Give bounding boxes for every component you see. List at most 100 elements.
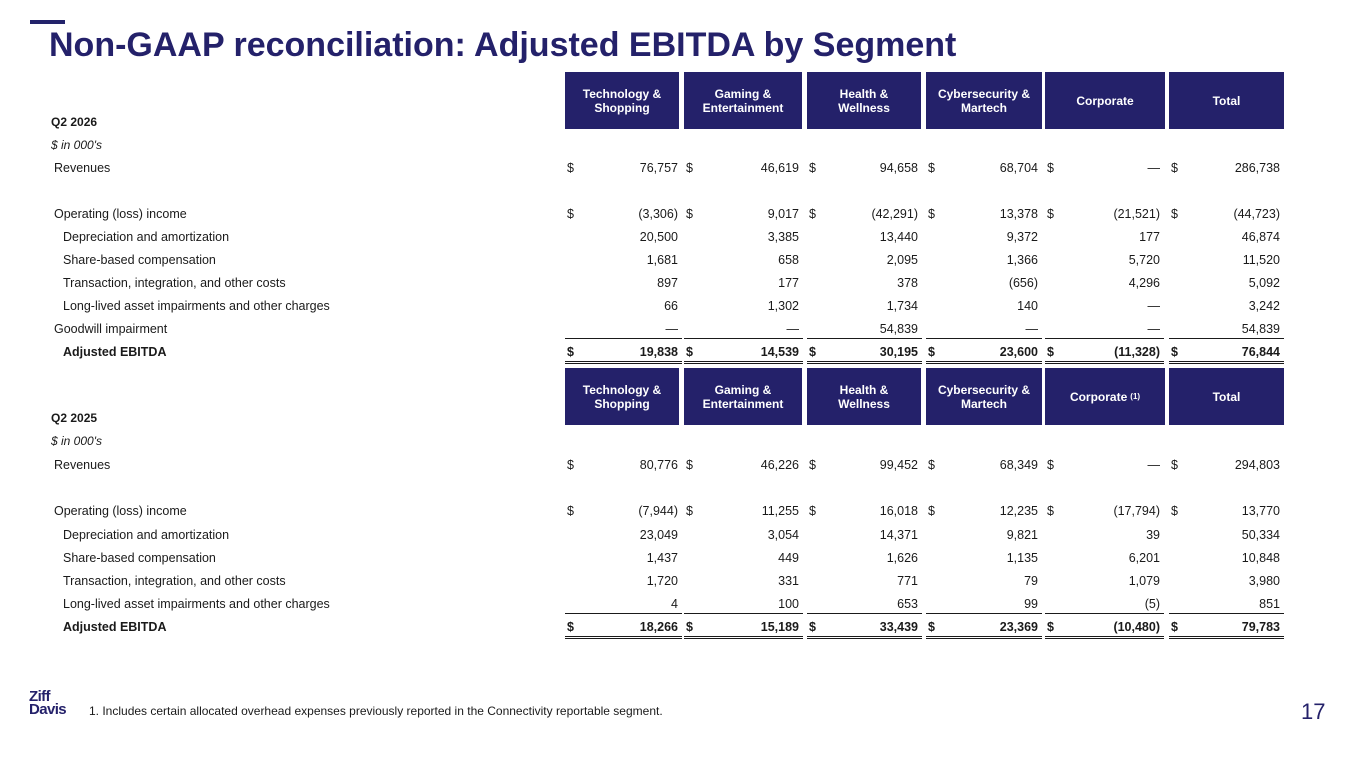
cell-value: 46,619 — [760, 161, 799, 175]
cell-value: 897 — [657, 276, 678, 290]
value-cell: $19,838 — [565, 342, 682, 364]
value-cell: $ (44,723) — [1169, 204, 1284, 224]
cell-value: 68,704 — [999, 161, 1038, 175]
currency-symbol: $ — [928, 458, 935, 472]
row-label: Revenues — [54, 161, 111, 175]
cell-value: 2,095 — [886, 253, 918, 267]
value-cell: $ — — [1045, 455, 1164, 475]
value-cell: 13,440 — [807, 227, 922, 247]
row-label: Transaction, integration, and other cost… — [63, 574, 286, 588]
value-cell: 46,874 — [1169, 227, 1284, 247]
currency-symbol: $ — [928, 504, 935, 518]
value-cell: $14,539 — [684, 342, 803, 364]
value-cell: — — [926, 319, 1042, 339]
value-cell: 3,054 — [684, 525, 803, 545]
cell-value: 33,439 — [879, 620, 918, 634]
value-cell: 771 — [807, 571, 922, 591]
value-cell: 1,626 — [807, 548, 922, 568]
row-label: Goodwill impairment — [54, 322, 168, 336]
cell-value: 9,821 — [1006, 528, 1038, 542]
cell-value: 30,195 — [879, 345, 918, 359]
column-header-label: Corporate — [1076, 93, 1134, 108]
cell-value: 5,092 — [1248, 276, 1280, 290]
table-row: Operating (loss) income $ (3,306) $9,017 $ (4… — [0, 207, 1365, 225]
cell-value: 11,255 — [761, 504, 799, 518]
cell-value: 19,838 — [639, 345, 678, 359]
cell-value: 5,720 — [1128, 253, 1160, 267]
currency-symbol: $ — [928, 207, 935, 221]
value-cell: 6,201 — [1045, 548, 1164, 568]
currency-symbol: $ — [928, 620, 935, 634]
cell-value: 286,738 — [1234, 161, 1280, 175]
cell-value: 449 — [778, 551, 799, 565]
cell-value: 76,757 — [639, 161, 678, 175]
column-header-label: Cybersecurity & Martech — [937, 86, 1031, 115]
currency-symbol: $ — [567, 161, 574, 175]
ziff-davis-logo: Ziff Davis — [29, 689, 67, 717]
currency-symbol: $ — [567, 345, 574, 359]
column-header: Health & Wellness — [807, 72, 921, 129]
cell-value: 9,372 — [1006, 230, 1038, 244]
value-cell: $46,619 — [684, 158, 803, 178]
cell-value: 54,839 — [879, 322, 918, 336]
table-row: Transaction, integration, and other cost… — [0, 574, 1365, 592]
value-cell: $30,195 — [807, 342, 922, 364]
cell-value: 653 — [897, 597, 918, 611]
column-header-label: Corporate — [1069, 389, 1128, 404]
value-cell: 20,500 — [565, 227, 682, 247]
currency-symbol: $ — [686, 161, 693, 175]
title-accent-bar — [30, 20, 65, 24]
column-header: Cybersecurity & Martech — [926, 72, 1042, 129]
value-cell: 1,734 — [807, 296, 922, 316]
value-cell: $ (10,480) — [1045, 617, 1164, 639]
currency-symbol: $ — [1047, 345, 1054, 359]
cell-value: 1,626 — [886, 551, 918, 565]
cell-value: 658 — [778, 253, 799, 267]
cell-value: 79 — [1024, 574, 1038, 588]
value-cell: 3,980 — [1169, 571, 1284, 591]
value-cell: (5) — [1045, 594, 1164, 614]
cell-value: 10,848 — [1241, 551, 1280, 565]
cell-value: 39 — [1146, 528, 1160, 542]
value-cell: 39 — [1045, 525, 1164, 545]
cell-value: 1,366 — [1006, 253, 1038, 267]
value-cell: 653 — [807, 594, 922, 614]
cell-value: 13,770 — [1241, 504, 1280, 518]
cell-value: 177 — [778, 276, 799, 290]
value-cell: — — [1045, 296, 1164, 316]
cell-value: 140 — [1017, 299, 1038, 313]
value-cell: — — [1045, 319, 1164, 339]
row-label: Long-lived asset impairments and other c… — [63, 299, 330, 313]
cell-value: 331 — [778, 574, 799, 588]
value-cell: 1,681 — [565, 250, 682, 270]
cell-value: 66 — [664, 299, 678, 313]
table-row: Transaction, integration, and other cost… — [0, 276, 1365, 294]
column-header-label: Health & Wellness — [838, 382, 890, 411]
cell-value: 15,189 — [760, 620, 799, 634]
cell-value: (17,794) — [1113, 504, 1160, 518]
units-label: $ in 000's — [51, 434, 102, 448]
cell-value: (5) — [1144, 597, 1160, 611]
cell-value: 3,385 — [767, 230, 799, 244]
cell-value: 4 — [671, 597, 678, 611]
value-cell: $294,803 — [1169, 455, 1284, 475]
cell-value: 1,437 — [646, 551, 678, 565]
value-cell: 10,848 — [1169, 548, 1284, 568]
cell-value: 18,266 — [639, 620, 678, 634]
cell-value: 13,378 — [999, 207, 1038, 221]
currency-symbol: $ — [1171, 458, 1178, 472]
cell-value: 20,500 — [639, 230, 678, 244]
value-cell: 1,302 — [684, 296, 803, 316]
value-cell: $80,776 — [565, 455, 682, 475]
cell-value: 378 — [897, 276, 918, 290]
row-label: Transaction, integration, and other cost… — [63, 276, 286, 290]
value-cell: 140 — [926, 296, 1042, 316]
column-header: Technology & Shopping — [565, 368, 679, 425]
value-cell: 99 — [926, 594, 1042, 614]
cell-value: 79,783 — [1241, 620, 1280, 634]
row-label: Depreciation and amortization — [63, 528, 230, 542]
cell-value: 1,734 — [886, 299, 918, 313]
value-cell: $9,017 — [684, 204, 803, 224]
column-header: Gaming & Entertainment — [684, 72, 802, 129]
value-cell: 449 — [684, 548, 803, 568]
